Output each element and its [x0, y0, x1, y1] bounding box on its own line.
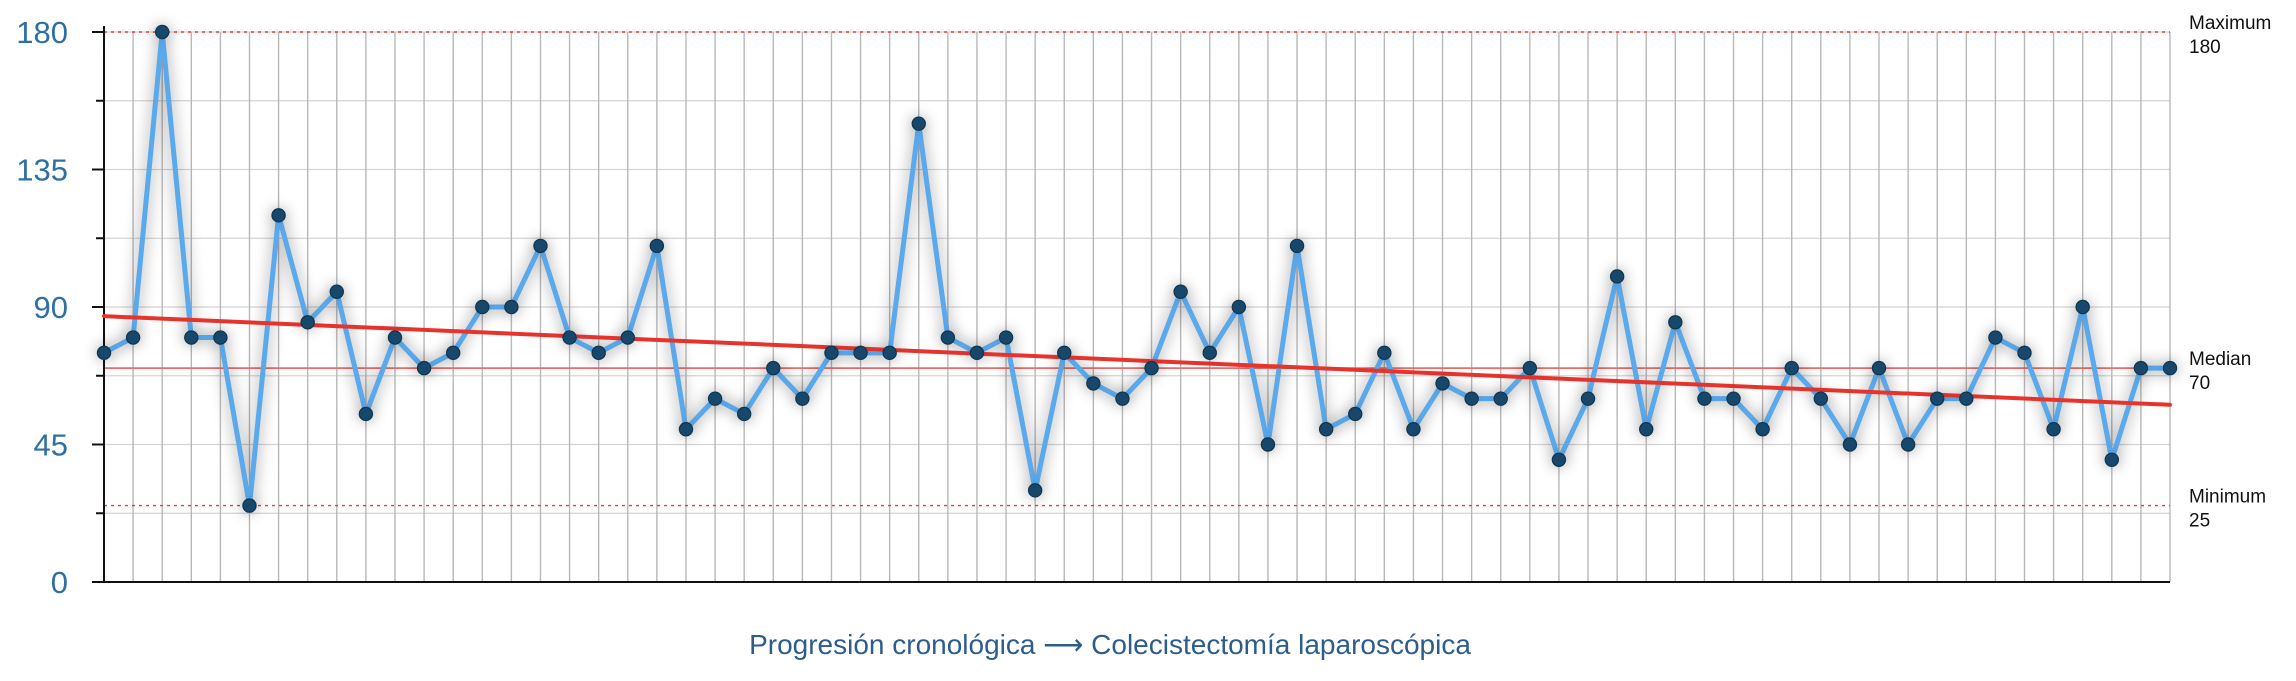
y-tick-label: 90: [34, 290, 68, 325]
data-point: [1988, 330, 2003, 345]
data-point: [271, 208, 286, 223]
data-point: [1609, 269, 1625, 284]
trendline: [102, 314, 2172, 407]
data-point: [998, 330, 1014, 345]
data-point: [707, 391, 723, 406]
tick-labels: 0 45 90 135 180 Maximum 180 Median 70 Minimum 25: [16, 13, 2271, 600]
data-point: [445, 345, 461, 361]
data-point: [562, 330, 577, 345]
series-line-shadow: [98, 26, 2176, 512]
data-point: [504, 299, 519, 315]
data-point: [678, 422, 694, 437]
data-point: [300, 315, 315, 330]
data-point: [1144, 360, 1159, 376]
reference-value-maximum: 180: [2189, 37, 2221, 58]
data-point: [882, 345, 897, 361]
data-point: [2046, 422, 2061, 437]
y-tick-label: 135: [16, 153, 68, 188]
data-point: [1493, 391, 1508, 406]
reference-value-minimum: 25: [2189, 511, 2210, 532]
data-point: [1755, 422, 1770, 437]
data-point: [1406, 422, 1421, 437]
data-point: [1377, 345, 1392, 361]
data-point: [649, 238, 665, 254]
data-point: [358, 406, 374, 422]
y-tick-label: 0: [51, 565, 68, 600]
data-point: [213, 330, 228, 345]
data-point: [242, 498, 257, 513]
data-point: [1435, 376, 1450, 391]
data-point: [1348, 406, 1363, 422]
data-point: [184, 330, 199, 345]
series-line: [101, 29, 2173, 509]
data-point: [416, 360, 432, 376]
axes: [92, 26, 2170, 583]
data-point: [969, 345, 985, 361]
data-point: [533, 238, 548, 254]
reference-value-median: 70: [2189, 373, 2210, 394]
data-point: [1464, 391, 1479, 406]
reference-label-minimum: Minimum: [2189, 487, 2266, 508]
data-point: [940, 330, 956, 345]
data-point: [1697, 391, 1712, 406]
data-point: [1842, 437, 1858, 452]
data-point: [2075, 299, 2090, 315]
data-point: [1318, 422, 1334, 437]
data-point: [1959, 391, 1974, 406]
x-axis-title: Progresión cronológica ⟶ Colecistectomía…: [749, 629, 1471, 660]
data-point: [1231, 299, 1247, 315]
data-point: [911, 116, 926, 131]
reference-label-maximum: Maximum: [2189, 13, 2271, 34]
data-point: [766, 360, 781, 376]
data-point: [2017, 345, 2032, 361]
data-point: [1027, 483, 1043, 498]
data-points: [96, 24, 2178, 514]
grid-lines: [103, 31, 2171, 582]
data-point: [1900, 437, 1916, 452]
data-point: [2133, 360, 2149, 376]
y-tick-label: 45: [34, 428, 68, 463]
data-series: [101, 29, 2173, 509]
data-point: [1580, 391, 1596, 406]
data-point: [1173, 284, 1188, 299]
series-glow: [98, 26, 2176, 512]
data-point: [591, 345, 606, 361]
data-point: [1813, 391, 1829, 406]
data-point: [1871, 360, 1887, 376]
data-point: [329, 284, 344, 299]
data-point: [1784, 360, 1799, 376]
data-point: [2162, 360, 2178, 376]
data-point: [96, 345, 112, 361]
data-point: [1202, 345, 1217, 361]
data-point: [1930, 391, 1945, 406]
data-point: [2104, 452, 2120, 467]
trendline-group: [102, 314, 2172, 407]
data-point: [387, 330, 403, 345]
data-point: [154, 24, 170, 40]
reference-label-median: Median: [2189, 349, 2251, 370]
data-point: [1289, 238, 1305, 254]
data-point: [795, 391, 810, 406]
data-point: [1260, 437, 1276, 452]
data-point: [1057, 345, 1072, 361]
data-point: [125, 330, 141, 345]
data-point: [1086, 376, 1101, 391]
data-point: [736, 406, 752, 422]
data-point: [1668, 315, 1683, 330]
y-tick-label: 180: [16, 15, 68, 50]
data-point: [1639, 422, 1654, 437]
data-point: [620, 330, 635, 345]
data-point: [1726, 391, 1741, 406]
data-point: [824, 345, 839, 361]
data-point: [853, 345, 868, 361]
data-point: [475, 299, 490, 315]
data-point: [1551, 452, 1567, 467]
data-point: [1115, 391, 1130, 406]
data-point: [1522, 360, 1538, 376]
reference-lines: [104, 31, 2170, 507]
